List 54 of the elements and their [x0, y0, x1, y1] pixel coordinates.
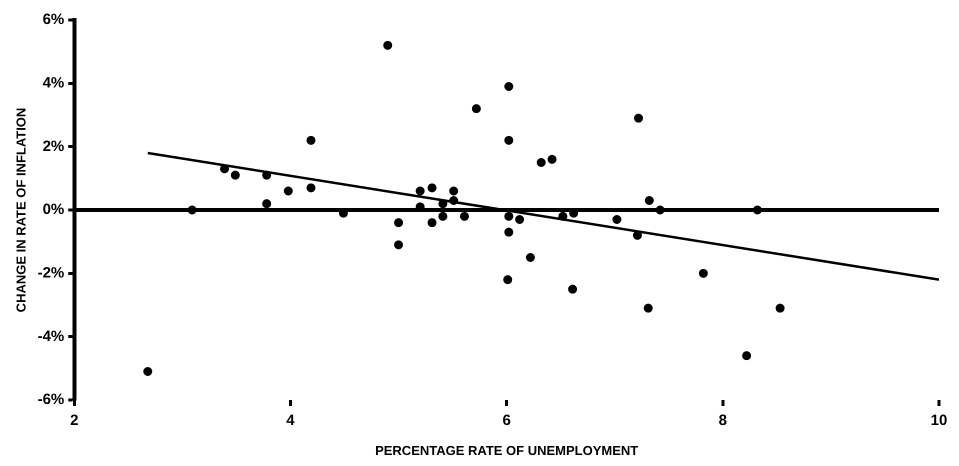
x-tick-label: 2	[70, 412, 78, 430]
point	[306, 136, 316, 145]
point	[515, 215, 524, 224]
point	[449, 186, 458, 196]
point	[644, 196, 654, 205]
point	[698, 268, 708, 278]
y-tick-label: 6%	[42, 11, 64, 28]
y-tick-label: -6%	[38, 391, 64, 408]
point	[548, 154, 557, 164]
x-tick-label: 10	[930, 412, 948, 430]
point	[394, 240, 404, 250]
point	[504, 228, 514, 237]
point	[428, 183, 437, 192]
point	[568, 284, 578, 294]
y-tick-label: -2%	[38, 264, 64, 282]
point	[536, 158, 546, 167]
point	[472, 104, 481, 114]
point	[262, 199, 272, 208]
point	[742, 351, 752, 360]
point	[503, 275, 512, 284]
point	[383, 40, 392, 50]
point	[230, 170, 240, 180]
x-tick-label: 4	[286, 412, 296, 430]
point	[612, 215, 622, 224]
x-tick-label: 8	[718, 412, 727, 430]
y-axis-title: CHANGE IN RATE OF INFLATION	[13, 108, 28, 312]
point	[188, 206, 197, 214]
point	[644, 304, 653, 313]
y-tick-label: 2%	[42, 138, 64, 155]
point	[634, 114, 644, 123]
point	[284, 186, 293, 196]
point	[306, 183, 316, 192]
point	[558, 212, 568, 221]
point	[656, 206, 665, 214]
point	[752, 206, 762, 214]
point	[416, 186, 425, 196]
y-tick-label: -4%	[38, 328, 64, 345]
point	[504, 212, 514, 221]
y-tick-label: 4%	[42, 74, 64, 92]
point	[438, 199, 448, 208]
y-tick-label: 0%	[42, 201, 64, 218]
x-axis-title: PERCENTAGE RATE OF UNEMPLOYMENT	[375, 443, 638, 458]
point	[460, 212, 469, 221]
point	[428, 218, 437, 228]
x-tick-label: 6	[502, 412, 511, 430]
point	[143, 367, 152, 376]
point	[526, 253, 535, 262]
point	[262, 170, 272, 180]
point	[438, 212, 448, 221]
point	[394, 218, 404, 228]
point	[449, 196, 458, 205]
point	[504, 136, 514, 145]
point	[504, 82, 514, 91]
point	[776, 304, 785, 313]
